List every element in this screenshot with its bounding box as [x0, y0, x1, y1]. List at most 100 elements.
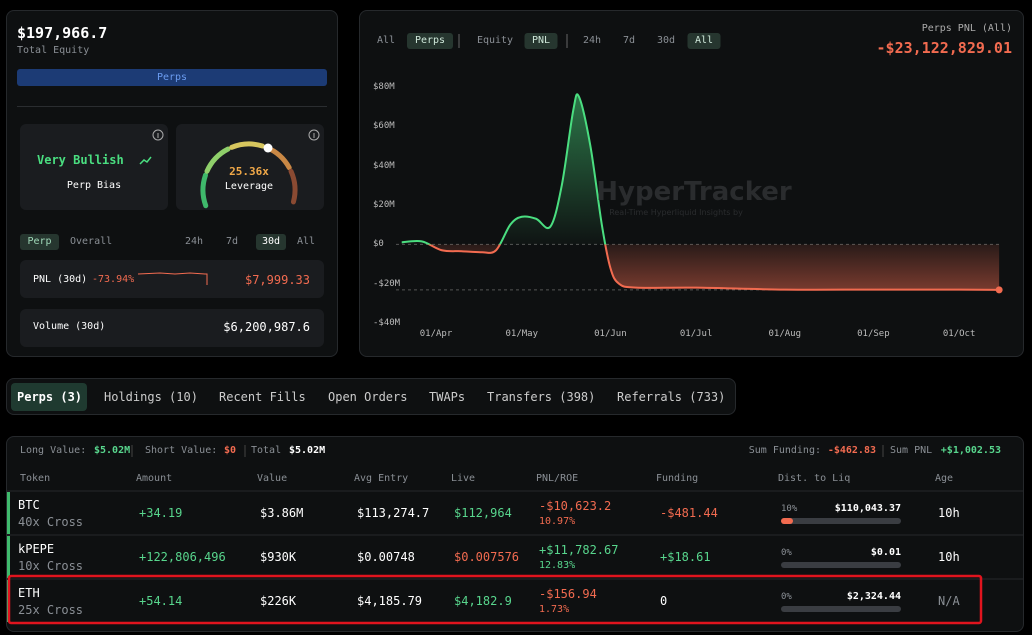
area: [401, 94, 1000, 290]
bias-card: [20, 124, 168, 210]
y-tick-label: $60M: [373, 121, 395, 132]
range-tab[interactable]: 7d: [225, 236, 239, 247]
column-header: Live: [451, 473, 476, 484]
tab[interactable]: Open Orders: [328, 390, 408, 404]
gauge-segment: [229, 141, 265, 150]
tab-pill: [11, 383, 87, 411]
x-tick-label: 01/Apr: [419, 329, 453, 339]
pnl: +$11,782.67: [539, 543, 619, 557]
range-tab[interactable]: 24h: [184, 236, 204, 247]
leverage-caption: Leverage: [224, 181, 274, 192]
watermark-subtitle: Real-Time Hyperliquid Insights by: [609, 208, 743, 217]
trend-icon: [139, 156, 152, 165]
end-dot: [995, 286, 1003, 294]
chart-tab[interactable]: PNL: [531, 35, 551, 46]
tab-pill: [687, 33, 721, 49]
funding: +$18.61: [660, 550, 711, 564]
scope-tab[interactable]: Overall: [70, 236, 113, 247]
value: $226K: [260, 594, 297, 608]
y-tick-label: $40M: [373, 160, 395, 171]
range-tab[interactable]: All: [296, 236, 316, 247]
chart-tab[interactable]: 24h: [582, 35, 602, 46]
tab-bar: [6, 378, 736, 415]
roe: 1.73%: [539, 604, 570, 615]
info-icon[interactable]: [152, 129, 164, 141]
avg-entry: $113,274.7: [357, 506, 430, 520]
positions-panel: [6, 436, 1024, 632]
avg-entry: $0.00748: [357, 550, 415, 564]
amount: +54.14: [139, 594, 183, 608]
summary-long: $5.02M: [94, 445, 131, 456]
roe: 12.83%: [539, 560, 576, 571]
x-tick-label: 01/May: [505, 329, 539, 339]
token: BTC: [18, 498, 40, 512]
summary-short-label: Short Value:: [145, 445, 218, 456]
tab[interactable]: TWAPs: [429, 390, 466, 404]
info-icon[interactable]: [308, 129, 320, 141]
tab[interactable]: Holdings (10): [104, 390, 198, 404]
tab[interactable]: Recent Fills: [219, 390, 306, 404]
leverage-value: 25.36x: [229, 165, 269, 178]
live-price: $0.007576: [454, 550, 520, 564]
chart-panel: [359, 10, 1024, 357]
tab[interactable]: Referrals (733): [617, 390, 726, 404]
dist-bar: [781, 518, 793, 524]
column-header: Value: [257, 473, 288, 484]
tab[interactable]: Perps (3): [17, 390, 83, 404]
chart-tab[interactable]: All: [694, 35, 714, 46]
scope-tab[interactable]: Perp: [27, 236, 52, 247]
volume-value: $6,200,987.6: [223, 320, 310, 334]
liq-price: $0.01: [870, 547, 901, 558]
chart-tab[interactable]: Equity: [476, 35, 514, 46]
funding: -$481.44: [660, 506, 718, 520]
leverage-card: [176, 124, 324, 210]
token: kPEPE: [18, 542, 55, 556]
margin: 25x Cross: [18, 603, 84, 617]
margin: 10x Cross: [18, 559, 84, 573]
chart-tab[interactable]: All: [376, 35, 396, 46]
chart-tab[interactable]: 7d: [622, 35, 636, 46]
equity: $197,966.7: [17, 24, 108, 42]
summary-pnl: +$1,002.53: [940, 445, 1001, 456]
avg-entry: $4,185.79: [357, 594, 423, 608]
gauge-segment: [288, 168, 298, 205]
column-header: PNL/ROE: [536, 473, 579, 484]
tab-pill: [524, 33, 558, 49]
summary-long-label: Long Value:: [20, 445, 87, 456]
chart-tab[interactable]: 30d: [656, 35, 676, 46]
column-header: Amount: [136, 473, 173, 484]
gauge-segment: [200, 172, 209, 209]
column-header: Token: [20, 473, 51, 484]
summary-total: $5.02M: [289, 445, 326, 456]
token: ETH: [18, 586, 40, 600]
column-header: Avg Entry: [354, 473, 409, 484]
x-tick-label: 01/Jul: [679, 329, 713, 339]
mode-bar[interactable]: [17, 69, 327, 86]
amount: +122,806,496: [139, 550, 226, 564]
y-tick-label: $80M: [373, 81, 395, 92]
live-price: $4,182.9: [454, 594, 512, 608]
volume-card: [20, 309, 324, 347]
row-accent: [7, 536, 10, 578]
column-header: Age: [935, 473, 954, 484]
mode-label[interactable]: Perps: [156, 72, 188, 83]
gauge-needle: [263, 143, 273, 153]
watermark: HyperTracker: [596, 177, 792, 207]
sparkline: [137, 272, 208, 285]
range-tab[interactable]: 30d: [261, 236, 281, 247]
chart-tab[interactable]: Perps: [414, 35, 446, 46]
margin: 40x Cross: [18, 515, 84, 529]
pnl: -$156.94: [539, 587, 597, 601]
pnl-line: [401, 93, 1000, 291]
chart-title: Perps PNL (All): [921, 23, 1012, 34]
equity-label: Total Equity: [17, 45, 90, 56]
pnl-label: PNL (30d): [33, 274, 88, 285]
volume-label: Volume (30d): [33, 321, 106, 332]
column-header: Dist. to Liq: [778, 473, 851, 484]
value: $930K: [260, 550, 297, 564]
dist-track: [781, 606, 901, 612]
tab[interactable]: Transfers (398): [487, 390, 596, 404]
gauge-segment: [204, 146, 231, 174]
age: 10h: [938, 550, 960, 564]
